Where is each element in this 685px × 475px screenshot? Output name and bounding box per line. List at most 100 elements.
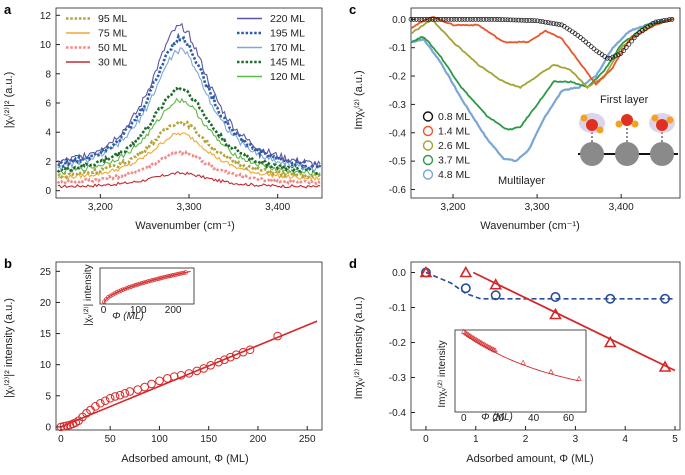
panel-a-series-145ML	[56, 86, 321, 176]
panel-b-point	[91, 402, 100, 411]
panel-b-frame	[55, 261, 323, 431]
panel-b-point	[105, 393, 115, 403]
panel-a-ylabel: |χᵥ⁽²⁾|² (a.u.)	[3, 72, 15, 128]
panel-c-series-0.8ML-point	[529, 18, 535, 23]
panel-c-series-0.8ML-point	[440, 16, 446, 22]
panel-b-xtick-label: 150	[200, 434, 217, 445]
panel-c-series-0.8ML-point	[610, 54, 616, 60]
panel-c-series-0.8ML-point	[661, 18, 667, 23]
panel-a-legend-label: 220 ML	[270, 13, 305, 25]
panel-d-first-layer-point	[605, 293, 616, 304]
panel-b: Adsorbed amount, Φ (ML) |χᵥ⁽²⁾|² intensi…	[3, 261, 323, 465]
panel-c-ytick-label: -0.6	[389, 185, 407, 196]
panel-a-ytick-label: 8	[45, 69, 51, 80]
panel-b-point	[163, 374, 172, 383]
panel-c-series-0.8ML-point	[605, 55, 610, 61]
panel-c-series-0.8ML-point	[621, 48, 626, 53]
panel-b-inset-point	[160, 275, 165, 280]
panel-c-legend-label: 4.8 ML	[438, 169, 470, 181]
panel-b-inset-point	[168, 273, 174, 278]
panel-b-ytick-label: 25	[40, 267, 52, 278]
panel-b-point	[206, 360, 215, 370]
panel-b-point	[140, 382, 149, 392]
panel-d-multilayer-point	[459, 265, 473, 278]
panel-b-inset-point	[154, 277, 159, 282]
panel-c-series-0.8ML-point	[497, 17, 503, 22]
panel-c-series-0.8ML-point	[524, 18, 530, 23]
panel-c-series-1.4ML	[410, 16, 674, 86]
panel-b-inset-point	[183, 270, 188, 275]
panel-c-series-0.8ML-point	[470, 16, 476, 22]
panel-c-series-0.8ML-point	[559, 22, 564, 28]
panel-c-series-0.8ML-point	[408, 16, 414, 22]
panel-b-inset-xtick-label: 200	[165, 305, 182, 316]
panel-c-series-0.8ML-point	[518, 17, 524, 23]
panel-a-legend-label: 95 ML	[98, 13, 127, 25]
panel-c-series-0.8ML-point	[489, 16, 495, 22]
panel-c-series-0.8ML-point	[650, 20, 656, 26]
panel-b-inset-point	[120, 287, 126, 292]
panel-d-inset-point	[492, 347, 498, 353]
panel-b-inset-point	[137, 281, 142, 287]
panel-d-inset-xtick-label: 60	[563, 413, 575, 424]
panel-c-series-0.8ML-point	[623, 45, 629, 50]
panel-b-inset-point	[181, 270, 186, 276]
panel-a-series-50ML	[56, 150, 321, 186]
panel-b-xlabel: Adsorbed amount, Φ (ML)	[121, 453, 248, 465]
panel-a-legend-label: 145 ML	[270, 57, 305, 69]
panel-c-series-0.8ML-point	[475, 16, 481, 22]
panel-d-xtick-label: 0	[423, 434, 429, 445]
panel-d-xtick-label: 1	[473, 434, 479, 445]
panel-b-inset-point	[108, 293, 113, 299]
panel-d-ytick-label: -0.3	[389, 373, 407, 384]
panel-b-inset-point	[112, 291, 117, 296]
panel-b-ytick-label: 5	[45, 391, 51, 402]
panel-c-series-0.8ML-point	[513, 17, 519, 23]
panel-c-series-0.8ML-point	[578, 35, 583, 40]
panel-c-series-0.8ML-point	[535, 18, 540, 24]
panel-c-series-0.8ML-point	[435, 16, 441, 22]
panel-d-inset-point	[520, 359, 526, 365]
panel-a-legend-label: 50 ML	[98, 42, 127, 54]
panel-c-series-0.8ML-point	[443, 16, 449, 22]
panel-b-ytick-label: 0	[45, 422, 51, 433]
panel-c-legend-marker	[422, 169, 434, 180]
panel-c-ylabel: Imχᵥ⁽²⁾ (a.u.)	[353, 70, 365, 129]
panel-c: Wavenumber (cm⁻¹) Imχᵥ⁽²⁾ (a.u.) First l…	[353, 7, 681, 232]
panel-b-point	[120, 388, 130, 398]
panel-c-series-0.8ML-point	[419, 16, 425, 22]
panel-b-point	[169, 372, 179, 381]
panel-b-point	[220, 355, 229, 364]
panel-b-point	[245, 345, 255, 355]
panel-b-inset-point	[179, 271, 184, 276]
panel-c-series-0.8ML-point	[457, 16, 462, 22]
panel-b-xtick-label: 0	[58, 434, 64, 445]
panel-c-series-0.8ML-point	[508, 17, 513, 23]
panel-c-series-0.8ML-point	[658, 18, 664, 24]
panel-c-series-0.8ML-point	[422, 16, 427, 22]
panel-b-inset-point	[177, 271, 182, 276]
panel-b-inset-point	[143, 279, 149, 285]
panel-a-series-30ML	[57, 171, 321, 189]
panel-b-ytick-label: 20	[40, 298, 52, 309]
panel-c-series-0.8ML-point	[492, 16, 497, 22]
panel-c-series-0.8ML-point	[537, 18, 543, 24]
panel-b-inset-fit	[103, 270, 191, 305]
panel-a: Wavenumber (cm⁻¹) |χᵥ⁽²⁾|² (a.u.) 3,200 3…	[3, 7, 323, 232]
panel-b-fit-line	[60, 320, 318, 428]
panel-b-ylabel: |χᵥ⁽²⁾|² intensity (a.u.)	[3, 298, 15, 398]
panel-c-series-0.8ML-point	[613, 53, 618, 59]
panel-c-series-0.8ML-point	[551, 21, 556, 26]
panel-d-multilayer-point	[549, 307, 562, 320]
panel-c-legend-label: 1.4 ML	[438, 126, 470, 138]
panel-b-inset-point	[152, 277, 157, 282]
panel-d-xlabel: Adsorbed amount, Φ (ML)	[466, 453, 593, 465]
panel-b-point	[214, 357, 223, 367]
panel-c-frame	[410, 7, 681, 199]
panel-a-ytick-label: 2	[45, 157, 51, 168]
panel-b-inset-xtick-label: 100	[130, 305, 147, 316]
panel-c-series-0.8ML-point	[540, 19, 546, 25]
panel-b-inset-xlabel: Φ (ML)	[112, 311, 144, 322]
panel-c-series-0.8ML-point	[465, 16, 470, 22]
panel-c-series-0.8ML-point	[449, 16, 454, 22]
